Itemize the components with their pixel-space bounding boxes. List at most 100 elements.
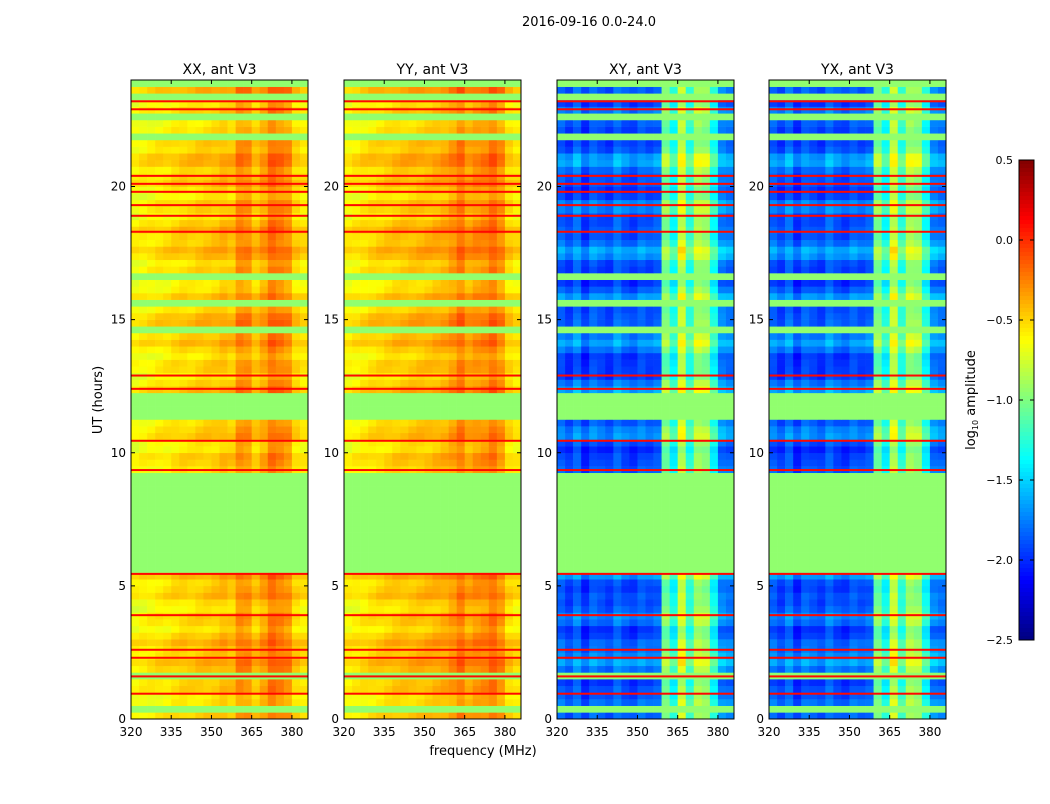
heatmap-cell [441,699,449,706]
heatmap-cell [605,706,613,713]
heatmap-cell [433,526,441,533]
heatmap-cell [163,400,171,407]
heatmap-cell [360,446,368,453]
heatmap-cell [408,686,416,693]
heatmap-cell [497,553,505,560]
heatmap-cell [211,333,219,340]
heatmap-cell [155,579,163,586]
heatmap-cell [252,206,260,213]
heatmap-cell [433,326,441,333]
heatmap-cell [573,559,581,566]
heatmap-cell [424,619,432,626]
heatmap-cell [449,253,457,260]
heatmap-cell [344,346,352,353]
heatmap-cell [481,499,489,506]
heatmap-cell [400,300,408,307]
heatmap-cell [694,626,702,633]
heatmap-cell [179,479,187,486]
heatmap-cell [284,506,292,513]
heatmap-cell [489,253,497,260]
heatmap-cell [449,533,457,540]
heatmap-cell [147,479,155,486]
heatmap-cell [654,679,662,686]
heatmap-cell [260,233,268,240]
heatmap-cell [433,426,441,433]
heatmap-cell [147,586,155,593]
heatmap-cell [220,526,228,533]
heatmap-cell [179,346,187,353]
heatmap-cell [147,639,155,646]
heatmap-cell [376,320,384,327]
heatmap-cell [710,559,718,566]
heatmap-cell [147,113,155,120]
heatmap-cell [376,140,384,147]
heatmap-cell [195,153,203,160]
heatmap-cell [352,380,360,387]
heatmap-cell [621,559,629,566]
heatmap-cell [195,506,203,513]
heatmap-cell [139,93,147,100]
heatmap-cell [392,233,400,240]
heatmap-cell [284,493,292,500]
heatmap-cell [505,533,513,540]
heatmap-cell [203,506,211,513]
heatmap-cell [155,246,163,253]
heatmap-cell [228,273,236,280]
heatmap-cell [284,260,292,267]
heatmap-cell [220,479,228,486]
heatmap-cell [473,193,481,200]
heatmap-cell [195,160,203,167]
heatmap-cell [481,506,489,513]
heatmap-cell [513,559,521,566]
heatmap-cell [416,313,424,320]
heatmap-cell [368,493,376,500]
heatmap-cell [187,167,195,174]
heatmap-cell [352,260,360,267]
heatmap-cell [505,147,513,154]
heatmap-cell [416,712,424,719]
heatmap-cell [449,599,457,606]
heatmap-cell [465,559,473,566]
heatmap-cell [465,546,473,553]
heatmap-cell [368,539,376,546]
heatmap-cell [597,639,605,646]
heatmap-cell [368,280,376,287]
heatmap-cell [376,559,384,566]
heatmap-cell [236,486,244,493]
heatmap-cell [670,706,678,713]
heatmap-cell [416,599,424,606]
heatmap-cell [497,340,505,347]
heatmap-cell [139,486,147,493]
heatmap-cell [228,433,236,440]
heatmap-cell [252,606,260,613]
heatmap-cell [292,160,300,167]
heatmap-cell [702,606,710,613]
heatmap-cell [228,147,236,154]
heatmap-cell [352,453,360,460]
heatmap-cell [670,712,678,719]
heatmap-cell [163,140,171,147]
heatmap-cell [694,579,702,586]
heatmap-cell [292,433,300,440]
heatmap-cell [344,380,352,387]
heatmap-cell [629,639,637,646]
heatmap-cell [392,586,400,593]
heatmap-cell [352,273,360,280]
heatmap-cell [276,593,284,600]
heatmap-cell [441,546,449,553]
heatmap-cell [260,293,268,300]
heatmap-cell [155,513,163,520]
heatmap-cell [465,120,473,127]
heatmap-cell [360,639,368,646]
heatmap-cell [292,333,300,340]
heatmap-cell [662,712,670,719]
heatmap-cell [268,306,276,313]
heatmap-cell [139,493,147,500]
heatmap-cell [513,113,521,120]
heatmap-cell [489,419,497,426]
heatmap-cell [424,632,432,639]
heatmap-cell [416,606,424,613]
heatmap-cell [368,306,376,313]
heatmap-cell [637,639,645,646]
heatmap-cell [352,240,360,247]
